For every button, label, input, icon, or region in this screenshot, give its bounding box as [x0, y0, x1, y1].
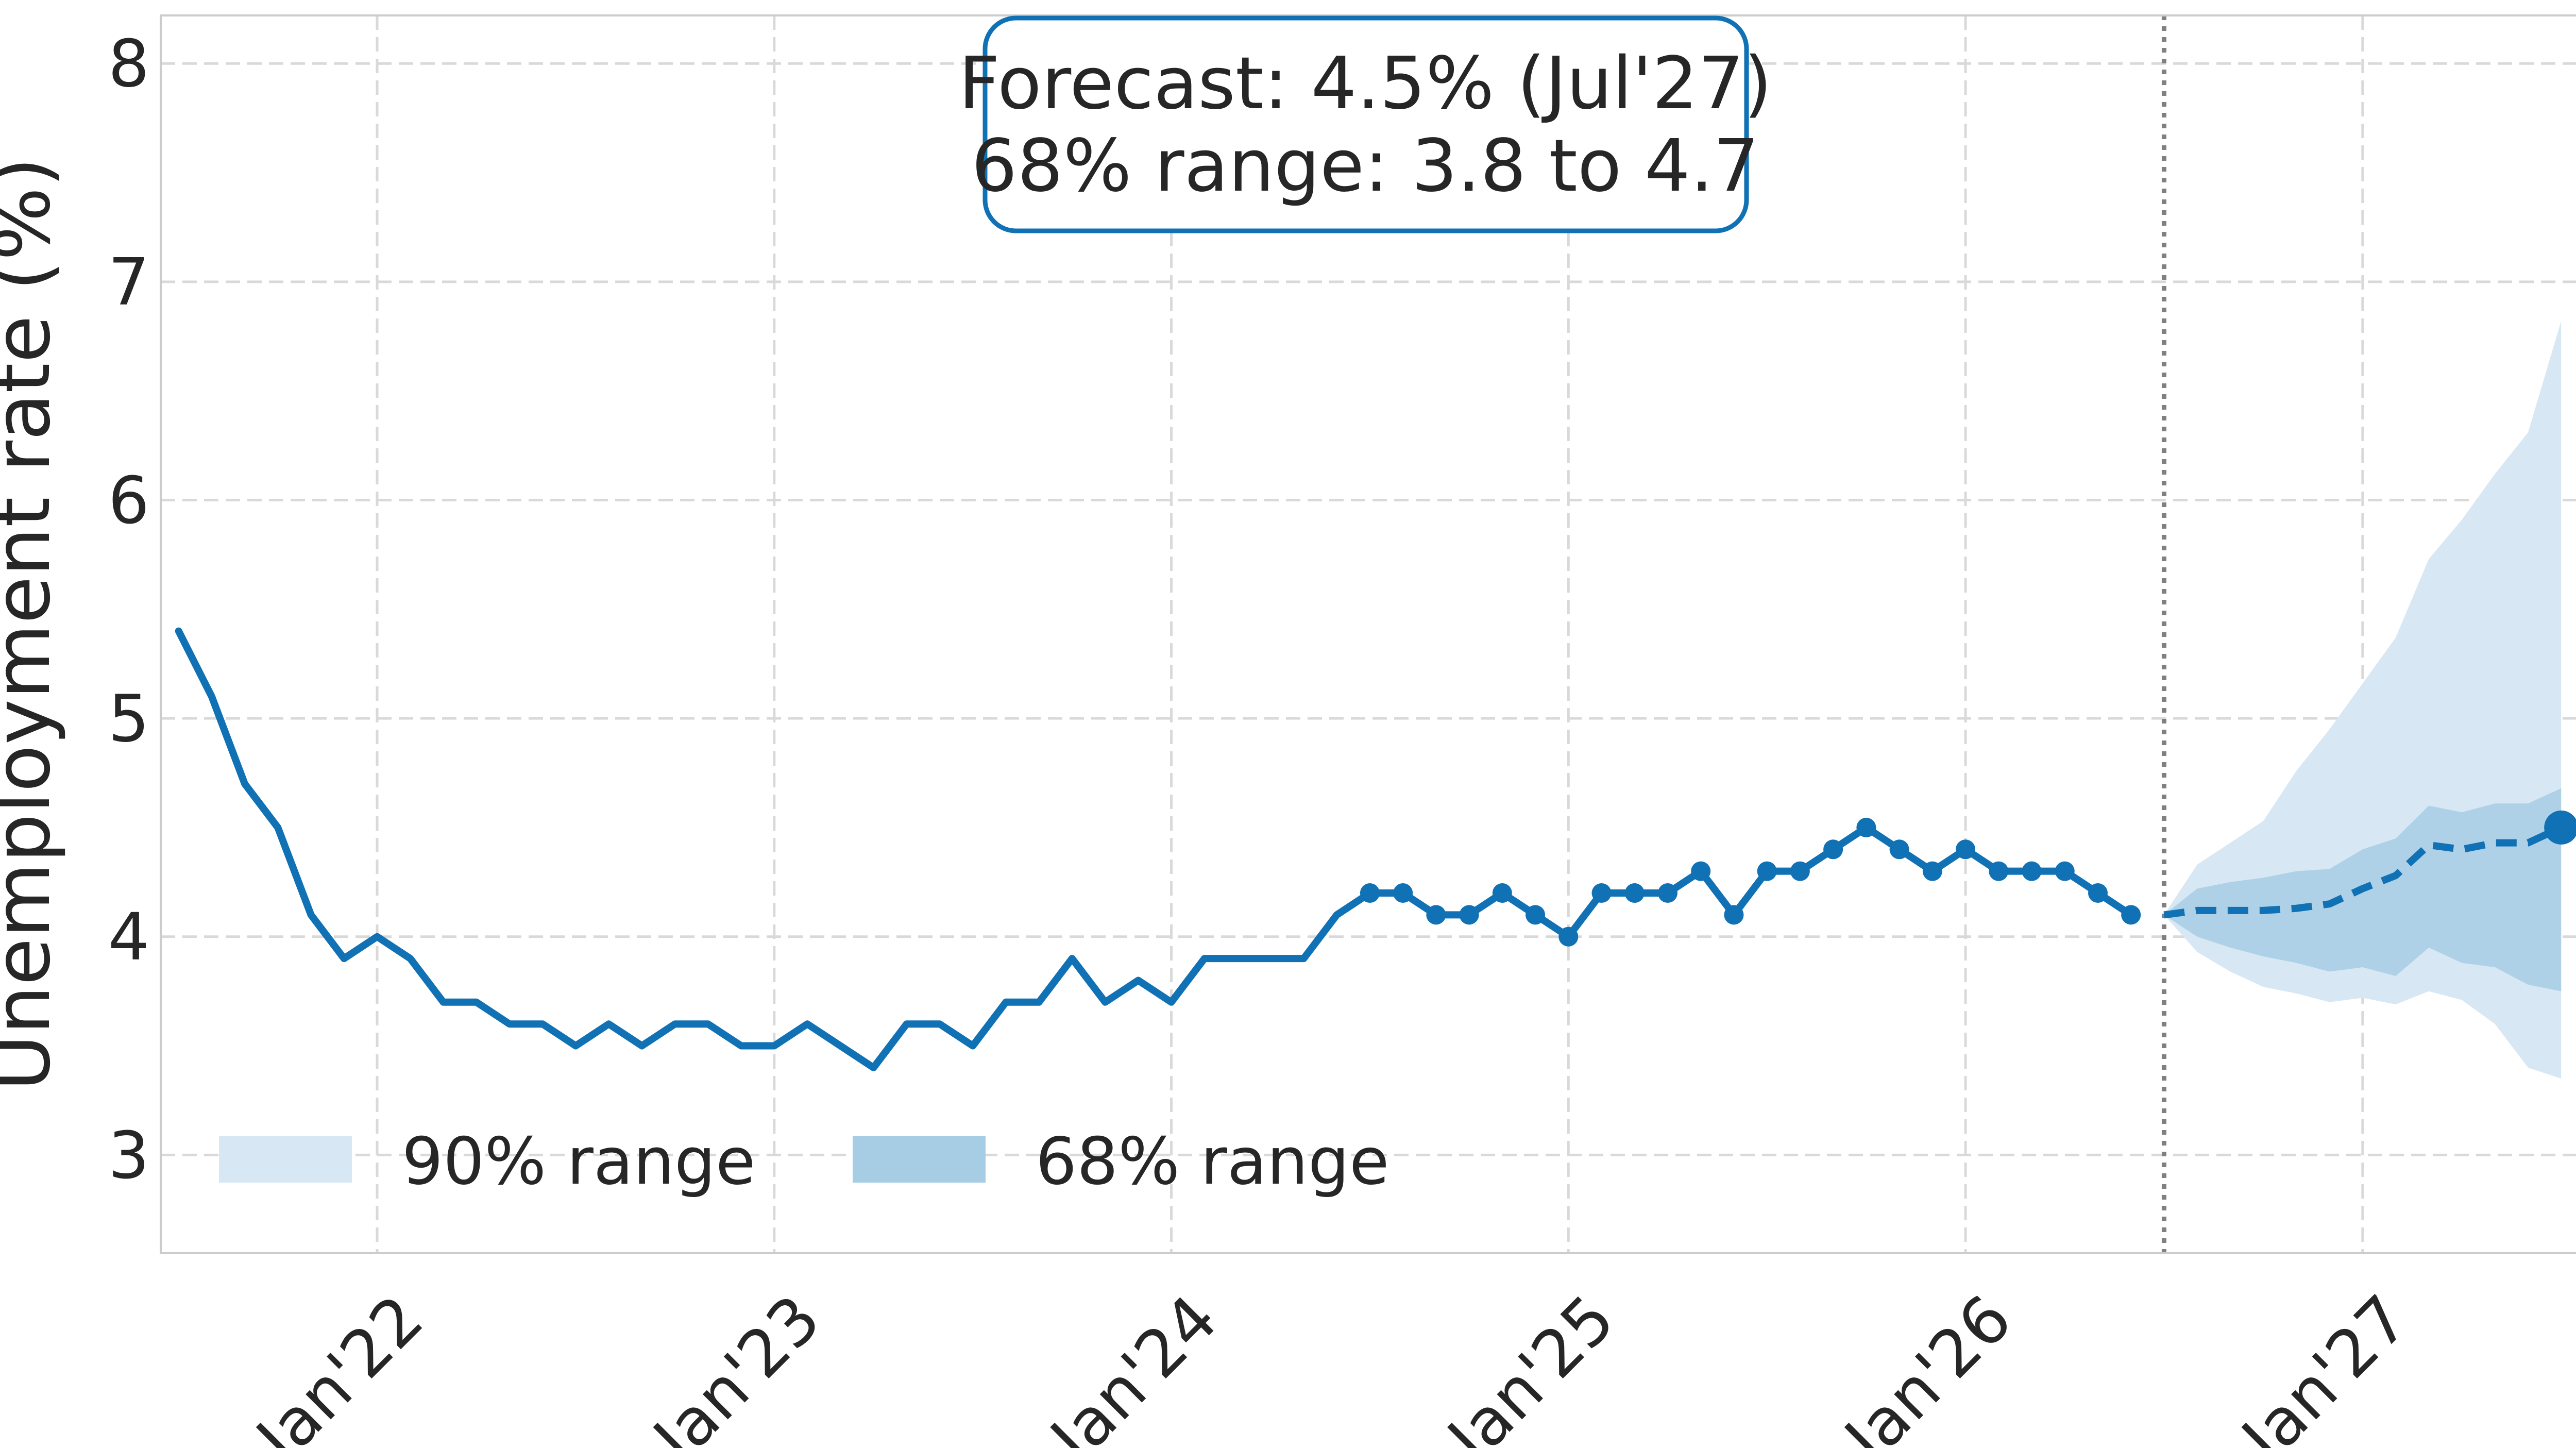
history-point — [1724, 905, 1744, 925]
legend-label-90: 90% range — [402, 1123, 755, 1199]
annotation-box — [982, 15, 1749, 233]
history-point — [1558, 927, 1579, 947]
y-tick-label: 7 — [108, 244, 149, 320]
history-point — [1856, 817, 1876, 837]
history-point — [1591, 883, 1612, 903]
history-point — [1393, 883, 1413, 903]
history-point — [1459, 905, 1479, 925]
y-tick-label: 4 — [108, 899, 149, 975]
history-point — [1757, 861, 1777, 881]
history-point — [1956, 839, 1976, 860]
history-point — [1889, 839, 1909, 860]
series-markers — [1360, 810, 2576, 947]
legend-swatch-90 — [219, 1136, 352, 1183]
x-tick-label: Jan'25 — [1431, 1281, 1629, 1448]
history-point — [1691, 861, 1711, 881]
history-point — [1492, 883, 1512, 903]
history-point — [1989, 861, 2009, 881]
plot-frame — [160, 14, 2576, 1254]
forecast-median-line — [2163, 824, 2563, 919]
history-point — [2121, 905, 2141, 925]
x-tick-labels: Jan'22 Jan'23 Jan'24 Jan'25 Jan'26 Jan'27 — [240, 1281, 2423, 1448]
history-point — [1426, 905, 1446, 925]
y-tick-label: 3 — [108, 1117, 149, 1193]
x-tick-label: Jan'26 — [1828, 1281, 2026, 1448]
history-point — [1526, 905, 1546, 925]
annotation-range-text: 68% range: 3.8 to 4.7 — [971, 124, 1759, 208]
history-point — [2088, 883, 2108, 903]
legend-swatch-68 — [853, 1136, 986, 1183]
history-point — [2055, 861, 2075, 881]
forecast-annotation: Forecast: 4.5% (Jul'27) 68% range: 3.8 t… — [958, 15, 1772, 233]
y-tick-label: 8 — [108, 26, 149, 102]
legend-label-68: 68% range — [1036, 1123, 1389, 1199]
x-tick-label: Jan'23 — [637, 1281, 835, 1448]
x-tick-label: Jan'24 — [1034, 1281, 1232, 1448]
x-tick-label: Jan'27 — [2225, 1281, 2423, 1448]
y-axis-title: Unemployment rate (%) — [0, 157, 67, 1091]
x-tick-label: Jan'22 — [240, 1281, 437, 1448]
history-point — [1624, 883, 1645, 903]
history-point — [1790, 861, 1810, 881]
history-point — [1657, 883, 1677, 903]
forecast-end-point — [2544, 810, 2576, 845]
y-tick-label: 6 — [108, 462, 149, 538]
history-point — [1922, 861, 1942, 881]
history-point — [1823, 839, 1843, 860]
annotation-forecast-text: Forecast: 4.5% (Jul'27) — [958, 42, 1772, 126]
history-point — [2022, 861, 2042, 881]
history-point — [1360, 883, 1380, 903]
y-tick-labels: 3 4 5 6 7 8 — [108, 26, 149, 1193]
series-lines — [175, 627, 2563, 1071]
y-tick-label: 5 — [108, 681, 149, 756]
legend: 90% range 68% range — [219, 1123, 1389, 1199]
